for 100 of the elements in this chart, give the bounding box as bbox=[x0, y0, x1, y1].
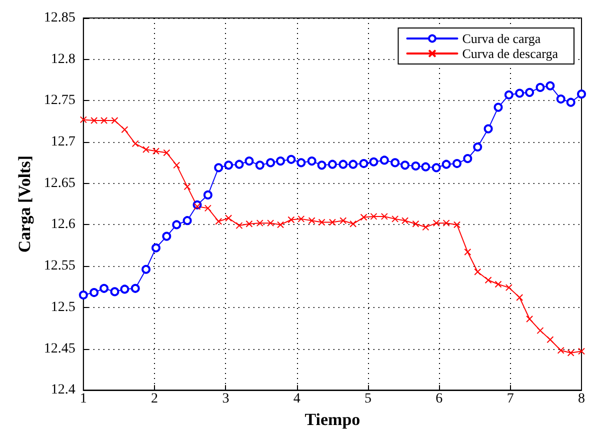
point bbox=[380, 156, 389, 165]
point bbox=[380, 212, 388, 220]
point bbox=[90, 117, 98, 124]
point bbox=[184, 183, 191, 190]
point bbox=[236, 222, 243, 230]
y-tick-label: 12.75 bbox=[44, 93, 76, 108]
point bbox=[359, 159, 368, 168]
y-tick-label: 12.7 bbox=[50, 134, 76, 150]
point bbox=[288, 216, 295, 224]
point bbox=[536, 327, 544, 334]
x-tick-label: 4 bbox=[293, 392, 300, 407]
point bbox=[203, 190, 212, 200]
point bbox=[350, 220, 357, 228]
point bbox=[80, 116, 87, 124]
point bbox=[142, 264, 151, 274]
point bbox=[557, 346, 564, 354]
y-axis-title: Carga [Volts] bbox=[15, 155, 34, 253]
point bbox=[132, 140, 139, 148]
point bbox=[411, 162, 420, 171]
point bbox=[173, 162, 180, 169]
point bbox=[234, 160, 244, 169]
point bbox=[515, 88, 524, 98]
point bbox=[90, 288, 99, 298]
point bbox=[215, 218, 222, 225]
point bbox=[142, 146, 150, 153]
point bbox=[78, 290, 88, 300]
y-tick-label: 12.85 bbox=[44, 10, 76, 26]
y-tick-label: 12.6 bbox=[50, 217, 76, 232]
y-tick-label: 12.65 bbox=[44, 176, 76, 191]
point bbox=[204, 204, 212, 212]
legend-label: Curva de carga bbox=[462, 31, 541, 46]
point bbox=[120, 284, 130, 294]
point bbox=[494, 280, 502, 288]
x-tick-label: 1 bbox=[80, 392, 87, 407]
point bbox=[392, 215, 399, 222]
point bbox=[536, 82, 545, 92]
point bbox=[546, 81, 555, 90]
y-tick-label: 12.45 bbox=[44, 341, 76, 356]
point bbox=[130, 284, 140, 293]
point bbox=[182, 216, 192, 226]
point bbox=[400, 160, 410, 170]
point bbox=[256, 220, 264, 227]
point bbox=[246, 220, 253, 228]
point bbox=[224, 160, 234, 170]
point bbox=[296, 158, 306, 168]
point bbox=[194, 203, 201, 210]
point bbox=[526, 315, 534, 322]
point bbox=[567, 349, 574, 356]
point bbox=[110, 287, 120, 296]
point bbox=[442, 220, 450, 227]
point bbox=[328, 218, 336, 226]
point bbox=[412, 220, 420, 228]
point bbox=[100, 117, 108, 124]
point bbox=[360, 214, 368, 221]
point bbox=[473, 142, 482, 152]
point bbox=[317, 160, 326, 170]
x-tick-label: 8 bbox=[578, 392, 585, 407]
point bbox=[556, 94, 566, 104]
point bbox=[453, 221, 460, 228]
point bbox=[494, 102, 503, 112]
point bbox=[464, 248, 472, 256]
point bbox=[151, 243, 160, 252]
point bbox=[163, 149, 170, 156]
x-tick-label: 6 bbox=[436, 392, 443, 407]
point bbox=[463, 154, 472, 164]
point bbox=[100, 284, 109, 293]
point bbox=[338, 160, 348, 169]
point bbox=[225, 214, 232, 222]
legend-label: Curva de descarga bbox=[462, 46, 558, 61]
point bbox=[369, 157, 378, 166]
point bbox=[432, 163, 441, 172]
point bbox=[432, 220, 440, 227]
y-tick-label: 12.5 bbox=[50, 300, 76, 315]
point bbox=[452, 159, 462, 168]
point bbox=[328, 160, 337, 169]
x-tick-label: 2 bbox=[151, 392, 158, 407]
point bbox=[340, 217, 347, 224]
x-axis-title: Tiempo bbox=[304, 410, 360, 429]
point bbox=[390, 158, 400, 168]
point bbox=[318, 218, 326, 226]
y-tick-label: 12.8 bbox=[50, 52, 76, 67]
x-tick-label: 3 bbox=[222, 392, 230, 407]
point bbox=[276, 156, 286, 166]
point bbox=[421, 162, 430, 172]
point bbox=[577, 90, 586, 99]
point bbox=[308, 217, 316, 224]
point bbox=[442, 160, 451, 169]
point bbox=[505, 284, 512, 292]
point bbox=[525, 88, 534, 97]
point bbox=[162, 232, 172, 241]
point bbox=[152, 148, 160, 155]
point bbox=[422, 224, 430, 231]
point bbox=[484, 276, 492, 284]
point bbox=[484, 124, 493, 134]
point bbox=[111, 117, 118, 124]
point bbox=[566, 98, 576, 107]
point bbox=[516, 294, 524, 301]
point bbox=[214, 163, 224, 172]
point bbox=[298, 215, 305, 222]
point bbox=[348, 160, 358, 169]
